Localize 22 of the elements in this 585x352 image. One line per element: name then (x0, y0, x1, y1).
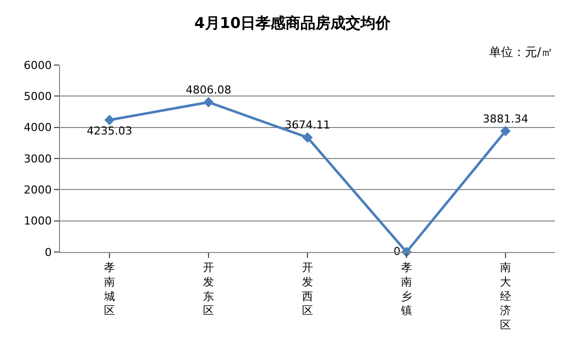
y-tick-label: 6000 (24, 58, 52, 72)
data-label: 3674.11 (284, 118, 330, 132)
y-tick-label: 3000 (24, 152, 52, 166)
point (500, 126, 511, 136)
x-tick-label: 开发东区 (203, 261, 214, 318)
data-label: 4235.03 (86, 124, 132, 138)
x-tick-label: 孝南城区 (103, 261, 115, 318)
x-tick-label: 南大经济区 (500, 261, 511, 332)
y-tick-label: 1000 (24, 214, 52, 228)
x-tick-label: 孝南乡镇 (400, 261, 412, 318)
data-label: 3881.34 (482, 112, 528, 126)
data-label: 4806.08 (186, 83, 232, 96)
point (104, 114, 115, 126)
y-tick-label: 5000 (24, 90, 52, 104)
chart-title: 4月10日孝感商品房成交均价 (194, 14, 392, 32)
y-tick-label: 0 (44, 246, 52, 259)
point (203, 97, 214, 108)
x-tick-label: 开发西区 (302, 261, 313, 318)
y-tick-label: 4000 (24, 121, 52, 134)
y-tick-label: 2000 (24, 184, 52, 197)
chart-subtitle: 单位：元/㎡ (489, 45, 554, 59)
point (302, 132, 313, 143)
